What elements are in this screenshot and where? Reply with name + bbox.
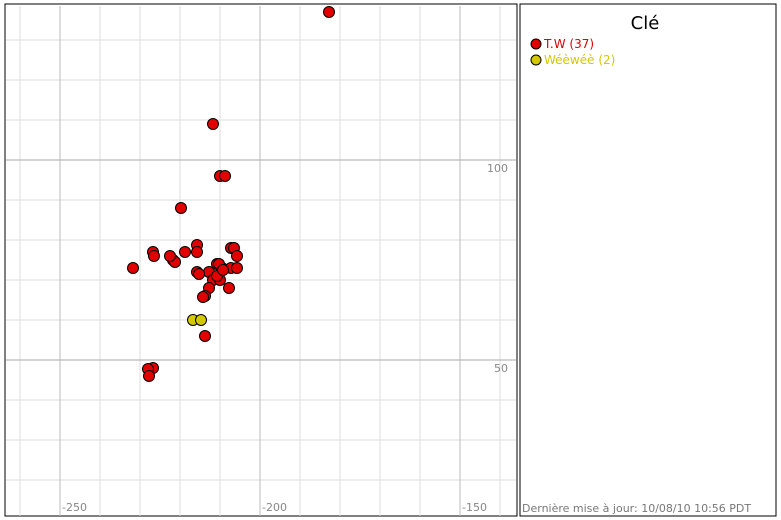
grid: -250 -200 -150 50 100: [6, 6, 516, 516]
y-tick-label: 50: [494, 362, 508, 375]
y-tick-label: 100: [487, 162, 508, 175]
point: [164, 250, 176, 262]
point: [148, 250, 160, 262]
point: [195, 314, 207, 326]
point: [219, 170, 231, 182]
point: [231, 262, 243, 274]
point: [223, 282, 235, 294]
legend-marker: [530, 54, 542, 66]
point: [179, 246, 191, 258]
point: [197, 291, 209, 303]
legend-title: Clé: [631, 13, 660, 34]
point: [143, 370, 155, 382]
point: [175, 202, 187, 214]
point: [199, 330, 211, 342]
x-tick-label: -150: [462, 501, 487, 514]
x-tick-label: -250: [62, 501, 87, 514]
legend-marker: [530, 38, 542, 50]
point: [323, 6, 335, 18]
footer: Dernière mise à jour: 10/08/10 10:56 PDT: [522, 502, 751, 515]
point: [193, 268, 205, 280]
legend-label: T.W (37): [543, 37, 594, 51]
point: [207, 118, 219, 130]
plot-frame: [4, 3, 518, 517]
x-tick-label: -200: [262, 501, 287, 514]
point: [217, 264, 229, 276]
legend-frame: [519, 3, 777, 517]
legend-label: Wéèwéè (2): [544, 53, 615, 67]
point: [191, 246, 203, 258]
points: [127, 6, 335, 382]
point: [231, 250, 243, 262]
point: [127, 262, 139, 274]
